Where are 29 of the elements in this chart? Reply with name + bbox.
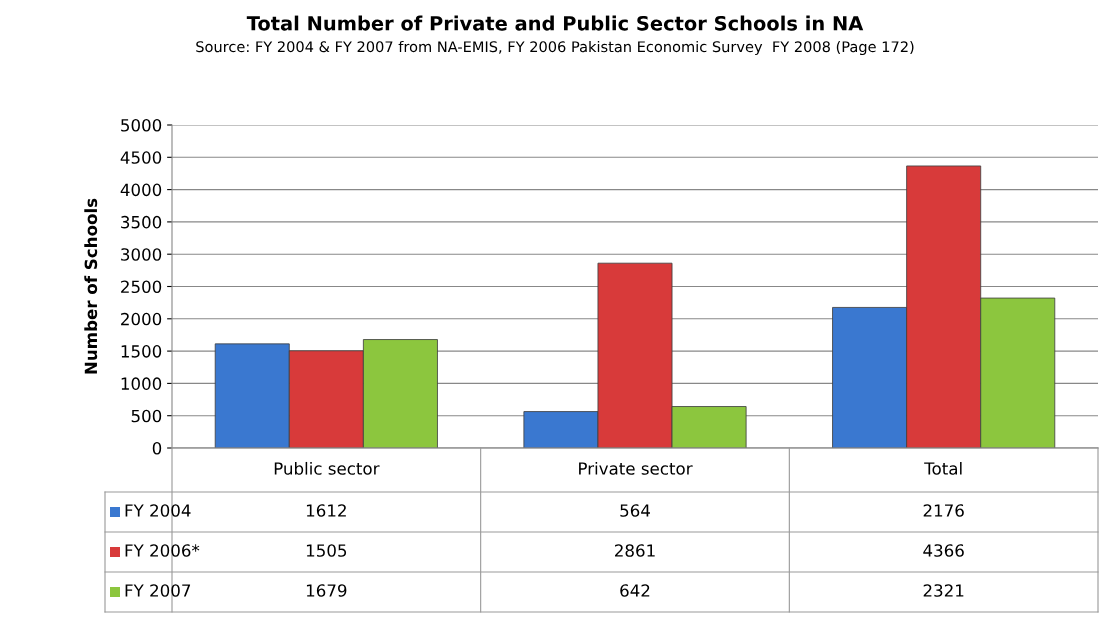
chart-title: Total Number of Private and Public Sector Schools in NA <box>246 15 864 31</box>
y-tick-label: 5000 <box>121 118 162 132</box>
y-axis-title: Number of Schools <box>84 198 98 374</box>
y-tick-label: 3500 <box>121 215 162 229</box>
data-label: 2861 <box>615 544 655 557</box>
data-label: 4366 <box>923 544 964 557</box>
x-tick-label: Public sector <box>274 461 380 475</box>
legend-label: FY 2007 <box>125 584 191 597</box>
data-label: 1679 <box>306 584 347 597</box>
y-tick-label: 1500 <box>121 345 162 358</box>
y-tick-label: 500 <box>131 409 162 423</box>
data-label: 1612 <box>306 504 346 517</box>
legend-label: FY 2006* <box>125 544 200 557</box>
data-label: 2321 <box>923 584 964 597</box>
y-tick-label: 3000 <box>121 248 162 261</box>
data-label: 642 <box>620 584 650 597</box>
y-tick-label: 0 <box>152 441 162 455</box>
y-tick-label: 2000 <box>121 312 162 326</box>
y-tick-label: 4500 <box>120 151 162 164</box>
chart-subtitle: Source: FY 2004 & FY 2007 from NA-EMIS, FY 2006 Pakistan Economic Survey FY 2008 (Page 172) <box>196 40 914 56</box>
legend-label: FY 2004 <box>125 504 191 517</box>
data-label: 1505 <box>306 544 347 557</box>
y-tick-label: 4000 <box>120 183 162 197</box>
data-label: 2176 <box>923 504 964 517</box>
x-tick-label: Private sector <box>579 461 693 475</box>
data-label: 564 <box>620 504 650 517</box>
y-tick-label: 2500 <box>121 280 162 294</box>
y-tick-label: 1000 <box>121 377 162 390</box>
x-tick-label: Total <box>924 461 962 475</box>
